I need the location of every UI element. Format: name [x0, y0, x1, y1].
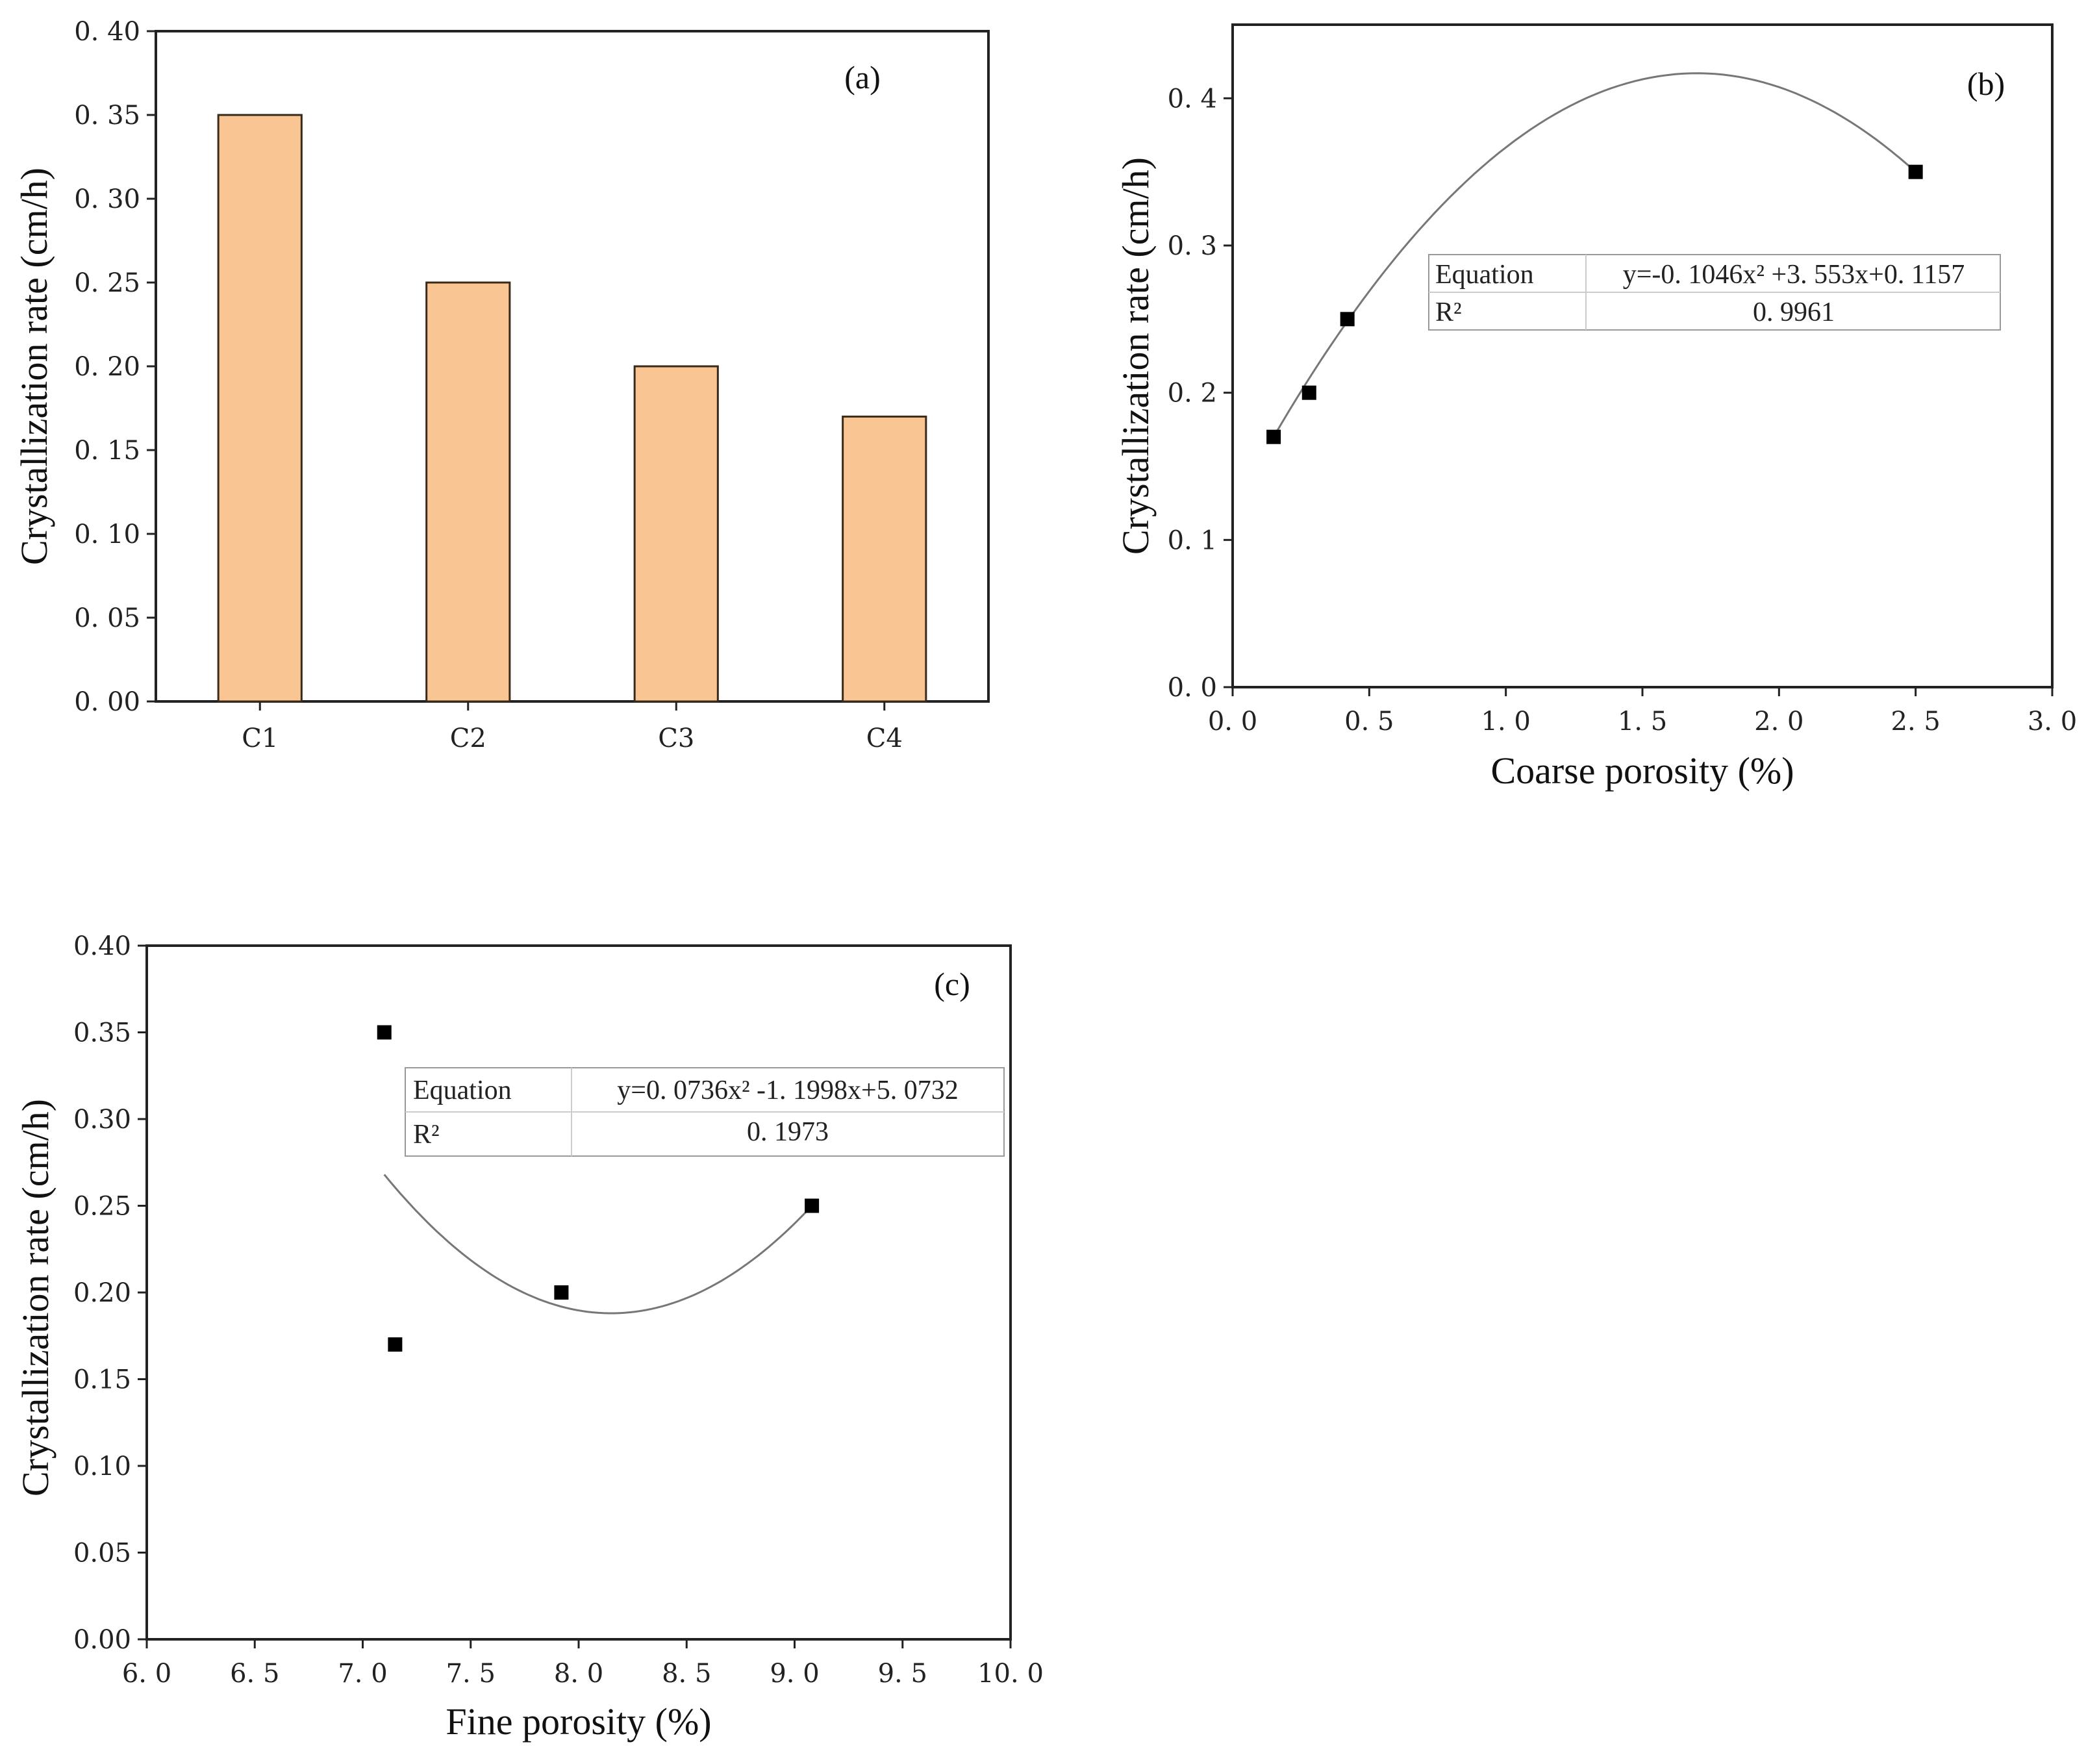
- panel-c-r2-value: 0. 1973: [747, 1117, 829, 1147]
- data-point: [377, 1025, 392, 1040]
- panel-b-y-ticks: 0. 0 0. 1 0. 2 0. 3 0. 4: [1168, 84, 1233, 703]
- panel-c-equation-label: Equation: [413, 1076, 512, 1105]
- bar-C4: [842, 415, 927, 703]
- panel-a-y-ticks: 0. 00 0. 05 0. 10 0. 15 0. 20 0. 25 0. 30 0. 35…: [74, 17, 156, 717]
- y-tick-label: 0.20: [73, 1278, 131, 1308]
- x-tick-label: 1. 0: [1481, 707, 1531, 737]
- x-tick-label: 6. 0: [122, 1659, 171, 1689]
- data-point: [388, 1337, 403, 1352]
- y-tick-label: 0.00: [73, 1625, 131, 1655]
- panel-a-bar-chart: (a) 0. 000. 050. 100. 150. 200. 250. 300…: [13, 17, 990, 753]
- panel-c-y-axis-title: Crystallization rate (cm/h): [14, 1099, 57, 1496]
- panel-c-label: (c): [934, 966, 970, 1002]
- y-tick-label: 0. 00: [74, 687, 140, 717]
- y-tick-label: 0.40: [73, 931, 131, 961]
- panel-b-data-points: [1266, 164, 1923, 444]
- data-point: [1908, 164, 1923, 179]
- x-tick-label: 9. 5: [878, 1659, 927, 1689]
- x-tick-label: 6. 5: [230, 1659, 279, 1689]
- panel-a-x-ticks: C1 C2 C3 C4: [242, 701, 903, 753]
- panel-c-y-ticks: 0.00 0.05 0.10 0.15 0.20 0.25 0.30 0.35 0.40: [73, 931, 147, 1655]
- panel-c-x-ticks: 6. 0 6. 5 7. 0 7. 5 8. 0 8. 5 9. 0 9. 5 10. 0: [122, 1639, 1044, 1689]
- x-tick-label: 0. 5: [1344, 707, 1394, 737]
- x-tick-label: 10. 0: [977, 1659, 1044, 1689]
- x-tick-label: 9. 0: [770, 1659, 819, 1689]
- x-tick-label: 8. 0: [554, 1659, 603, 1689]
- panel-b-r2-label: R²: [1435, 297, 1462, 327]
- panel-c-r2-label: R²: [413, 1120, 440, 1150]
- y-tick-label: 0. 20: [74, 352, 140, 382]
- y-tick-label: 0.05: [73, 1539, 131, 1569]
- panel-a-label: (a): [844, 59, 881, 95]
- x-tick-label: 7. 0: [338, 1659, 387, 1689]
- x-tick-label: 8. 5: [662, 1659, 711, 1689]
- panel-c-fit-curve: [383, 1174, 813, 1315]
- y-tick-label: 0. 30: [74, 184, 140, 214]
- panel-b-plot-frame: [1231, 23, 2054, 688]
- y-tick-label: 0.25: [73, 1192, 131, 1222]
- panel-c-scatter-chart: (c) 0.00 0.05 0.10 0.15 0.20 0.25 0.30 0.35 0.40…: [14, 931, 1044, 1743]
- data-point: [554, 1285, 569, 1300]
- x-tick-label: 3. 0: [2028, 707, 2077, 737]
- y-tick-label: 0.10: [73, 1452, 131, 1481]
- data-point: [1301, 385, 1316, 400]
- y-tick-label: 0.15: [73, 1365, 131, 1395]
- y-tick-label: 0. 05: [74, 603, 140, 633]
- panel-c-x-axis-title: Fine porosity (%): [446, 1700, 711, 1743]
- panel-b-r2-value: 0. 9961: [1753, 297, 1835, 327]
- panel-b-label: (b): [1967, 66, 2005, 102]
- x-tick-label-C1: C1: [242, 724, 278, 753]
- panel-b-equation-value: y=-0. 1046x² +3. 553x+0. 1157: [1623, 260, 1965, 290]
- y-tick-label: 0. 4: [1168, 84, 1217, 114]
- x-tick-label-C3: C3: [658, 724, 694, 753]
- panel-c-equation-table: Equation y=0. 0736x² -1. 1998x+5. 0732 R…: [405, 1067, 1005, 1157]
- x-tick-label: 1. 5: [1618, 707, 1667, 737]
- panel-b-y-axis-title: Crystallization rate (cm/h): [1114, 157, 1157, 555]
- panel-b-x-axis-title: Coarse porosity (%): [1490, 750, 1794, 792]
- y-tick-label: 0.30: [73, 1105, 131, 1135]
- panel-b-scatter-chart: (b) 0. 0 0. 1 0. 2 0. 3 0. 4 0. 0 0. 5 1. 0 1. …: [1114, 23, 2077, 792]
- panel-b-fit-curve: [1272, 72, 1916, 438]
- bar-C3: [633, 365, 719, 703]
- y-tick-label: 0. 0: [1168, 673, 1217, 703]
- panel-b-equation-label: Equation: [1435, 260, 1534, 290]
- y-tick-label: 0.35: [73, 1018, 131, 1048]
- panel-b-x-ticks: 0. 0 0. 5 1. 0 1. 5 2. 0 2. 5 3. 0: [1208, 687, 2077, 737]
- data-point: [805, 1198, 820, 1213]
- x-tick-label: 2. 0: [1754, 707, 1803, 737]
- x-tick-label: 7. 5: [446, 1659, 496, 1689]
- data-point: [1340, 312, 1355, 327]
- y-tick-label: 0. 2: [1168, 379, 1217, 409]
- y-tick-label: 0. 25: [74, 268, 140, 298]
- panel-a-bars: [217, 114, 927, 703]
- panel-c-data-points: [377, 1025, 820, 1352]
- x-tick-label-C2: C2: [450, 724, 486, 753]
- y-tick-label: 0. 10: [74, 520, 140, 549]
- panel-c-equation-value: y=0. 0736x² -1. 1998x+5. 0732: [617, 1076, 958, 1105]
- panel-b-equation-table: Equation y=-0. 1046x² +3. 553x+0. 1157 R…: [1428, 254, 2001, 331]
- panel-a-y-axis-title: Crystallization rate (cm/h): [13, 168, 55, 565]
- panel-c-plot-frame: [145, 944, 1012, 1641]
- y-tick-label: 0. 35: [74, 101, 140, 131]
- x-tick-label: 0. 0: [1208, 707, 1257, 737]
- x-tick-label: 2. 5: [1891, 707, 1941, 737]
- y-tick-label: 0. 15: [74, 436, 140, 466]
- bar-C2: [425, 281, 511, 703]
- data-point: [1266, 429, 1281, 444]
- bar-C1: [217, 114, 303, 703]
- x-tick-label-C4: C4: [866, 724, 903, 753]
- y-tick-label: 0. 40: [74, 17, 140, 47]
- y-tick-label: 0. 1: [1168, 525, 1217, 555]
- y-tick-label: 0. 3: [1168, 231, 1217, 261]
